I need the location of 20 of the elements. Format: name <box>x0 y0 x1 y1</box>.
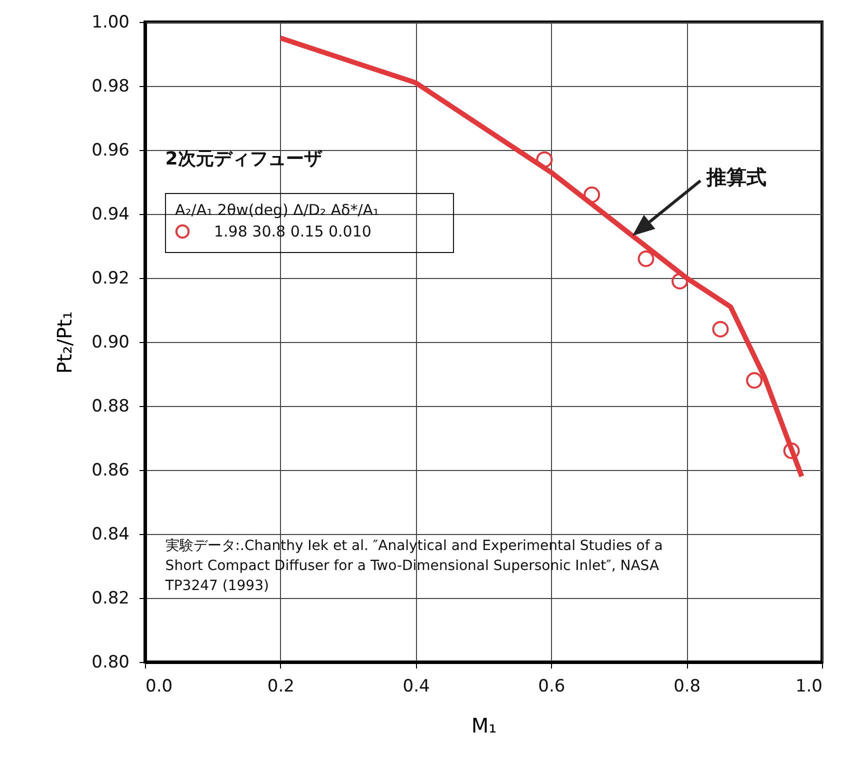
annotation: 推算式 <box>705 164 766 189</box>
x-tick-label: 0.4 <box>402 676 430 696</box>
y-tick-label: 0.84 <box>92 524 130 544</box>
y-tick-label: 0.86 <box>92 460 130 480</box>
x-tick-label: 0.0 <box>146 676 173 696</box>
y-tick-label: 0.92 <box>92 268 130 288</box>
x-tick-label: 1.0 <box>795 676 822 696</box>
x-tick-label: 0.8 <box>674 676 701 696</box>
y-tick-label: 0.96 <box>92 140 130 160</box>
y-tick-label: 1.00 <box>92 12 130 32</box>
y-tick-label: 0.88 <box>92 396 130 416</box>
y-tick-label: 0.94 <box>92 204 130 224</box>
y-tick-label: 0.82 <box>92 588 130 608</box>
x-tick-label: 0.6 <box>538 676 566 696</box>
y-axis-title: Pt₂/Pt₁ <box>52 311 77 374</box>
x-tick-label: 0.2 <box>267 676 294 696</box>
x-axis-title: M₁ <box>471 714 497 738</box>
y-tick-label: 0.98 <box>92 76 130 96</box>
y-tick-label: 0.80 <box>92 652 130 672</box>
y-tick-label: 0.90 <box>92 332 130 352</box>
